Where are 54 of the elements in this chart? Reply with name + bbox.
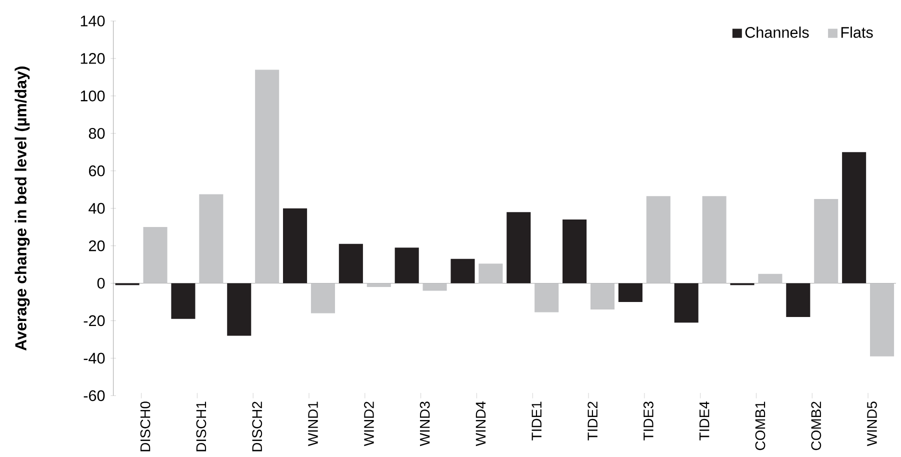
y-tick-label: -40 bbox=[84, 352, 105, 364]
bar bbox=[506, 212, 531, 284]
bar bbox=[310, 283, 336, 314]
y-tick-label: 100 bbox=[80, 90, 105, 102]
bar bbox=[758, 274, 782, 284]
bar bbox=[590, 283, 615, 310]
bar bbox=[171, 283, 196, 319]
y-tick-label: -20 bbox=[84, 315, 105, 326]
y-tick-label: 140 bbox=[80, 16, 105, 26]
bar bbox=[422, 283, 447, 291]
x-tick-label: WIND2 bbox=[364, 402, 374, 446]
x-tick-label: DISCH0 bbox=[140, 402, 150, 452]
x-tick-label: TIDE2 bbox=[588, 402, 598, 440]
x-tick-label: WIND4 bbox=[476, 401, 486, 446]
x-tick-label: TIDE4 bbox=[700, 401, 710, 440]
x-tick-label: DISCH2 bbox=[252, 402, 262, 452]
x-tick-label: TIDE1 bbox=[532, 402, 542, 440]
y-tick-label: 60 bbox=[89, 165, 105, 176]
y-tick-label: 80 bbox=[88, 128, 105, 139]
y-tick-label: -60 bbox=[84, 390, 105, 402]
bar bbox=[227, 283, 252, 336]
y-tick-label: 20 bbox=[89, 240, 105, 252]
y-axis-title: Average change in bed level (µm/day) bbox=[14, 66, 30, 351]
x-tick-label: COMB2 bbox=[811, 402, 822, 450]
bar bbox=[478, 264, 503, 284]
x-tick-label: DISCH1 bbox=[196, 402, 206, 452]
bar bbox=[702, 196, 726, 284]
bar bbox=[562, 220, 587, 284]
bar bbox=[450, 258, 475, 284]
bar bbox=[338, 244, 363, 284]
bar bbox=[674, 283, 698, 323]
bar bbox=[646, 196, 670, 284]
y-tick-label: 120 bbox=[80, 53, 105, 64]
bar bbox=[143, 227, 168, 284]
bar bbox=[842, 152, 866, 284]
x-tick-label: TIDE3 bbox=[643, 402, 654, 440]
bar bbox=[534, 283, 559, 312]
bar bbox=[870, 283, 894, 356]
bar bbox=[618, 283, 642, 302]
bar bbox=[283, 208, 308, 284]
bar bbox=[814, 198, 838, 284]
x-tick-label: WIND3 bbox=[420, 402, 430, 446]
x-tick-label: COMB1 bbox=[755, 402, 766, 450]
bar bbox=[394, 248, 419, 284]
y-tick-label: 0 bbox=[97, 278, 105, 289]
legend-label: Flats bbox=[841, 26, 873, 38]
x-tick-label: WIND1 bbox=[308, 402, 318, 446]
bar bbox=[366, 283, 391, 288]
bar bbox=[786, 283, 810, 317]
bar bbox=[255, 70, 280, 284]
legend-label: Channels bbox=[745, 26, 809, 38]
bar bbox=[199, 194, 224, 284]
x-tick-label: WIND5 bbox=[867, 402, 877, 446]
y-tick-label: 40 bbox=[88, 202, 105, 214]
